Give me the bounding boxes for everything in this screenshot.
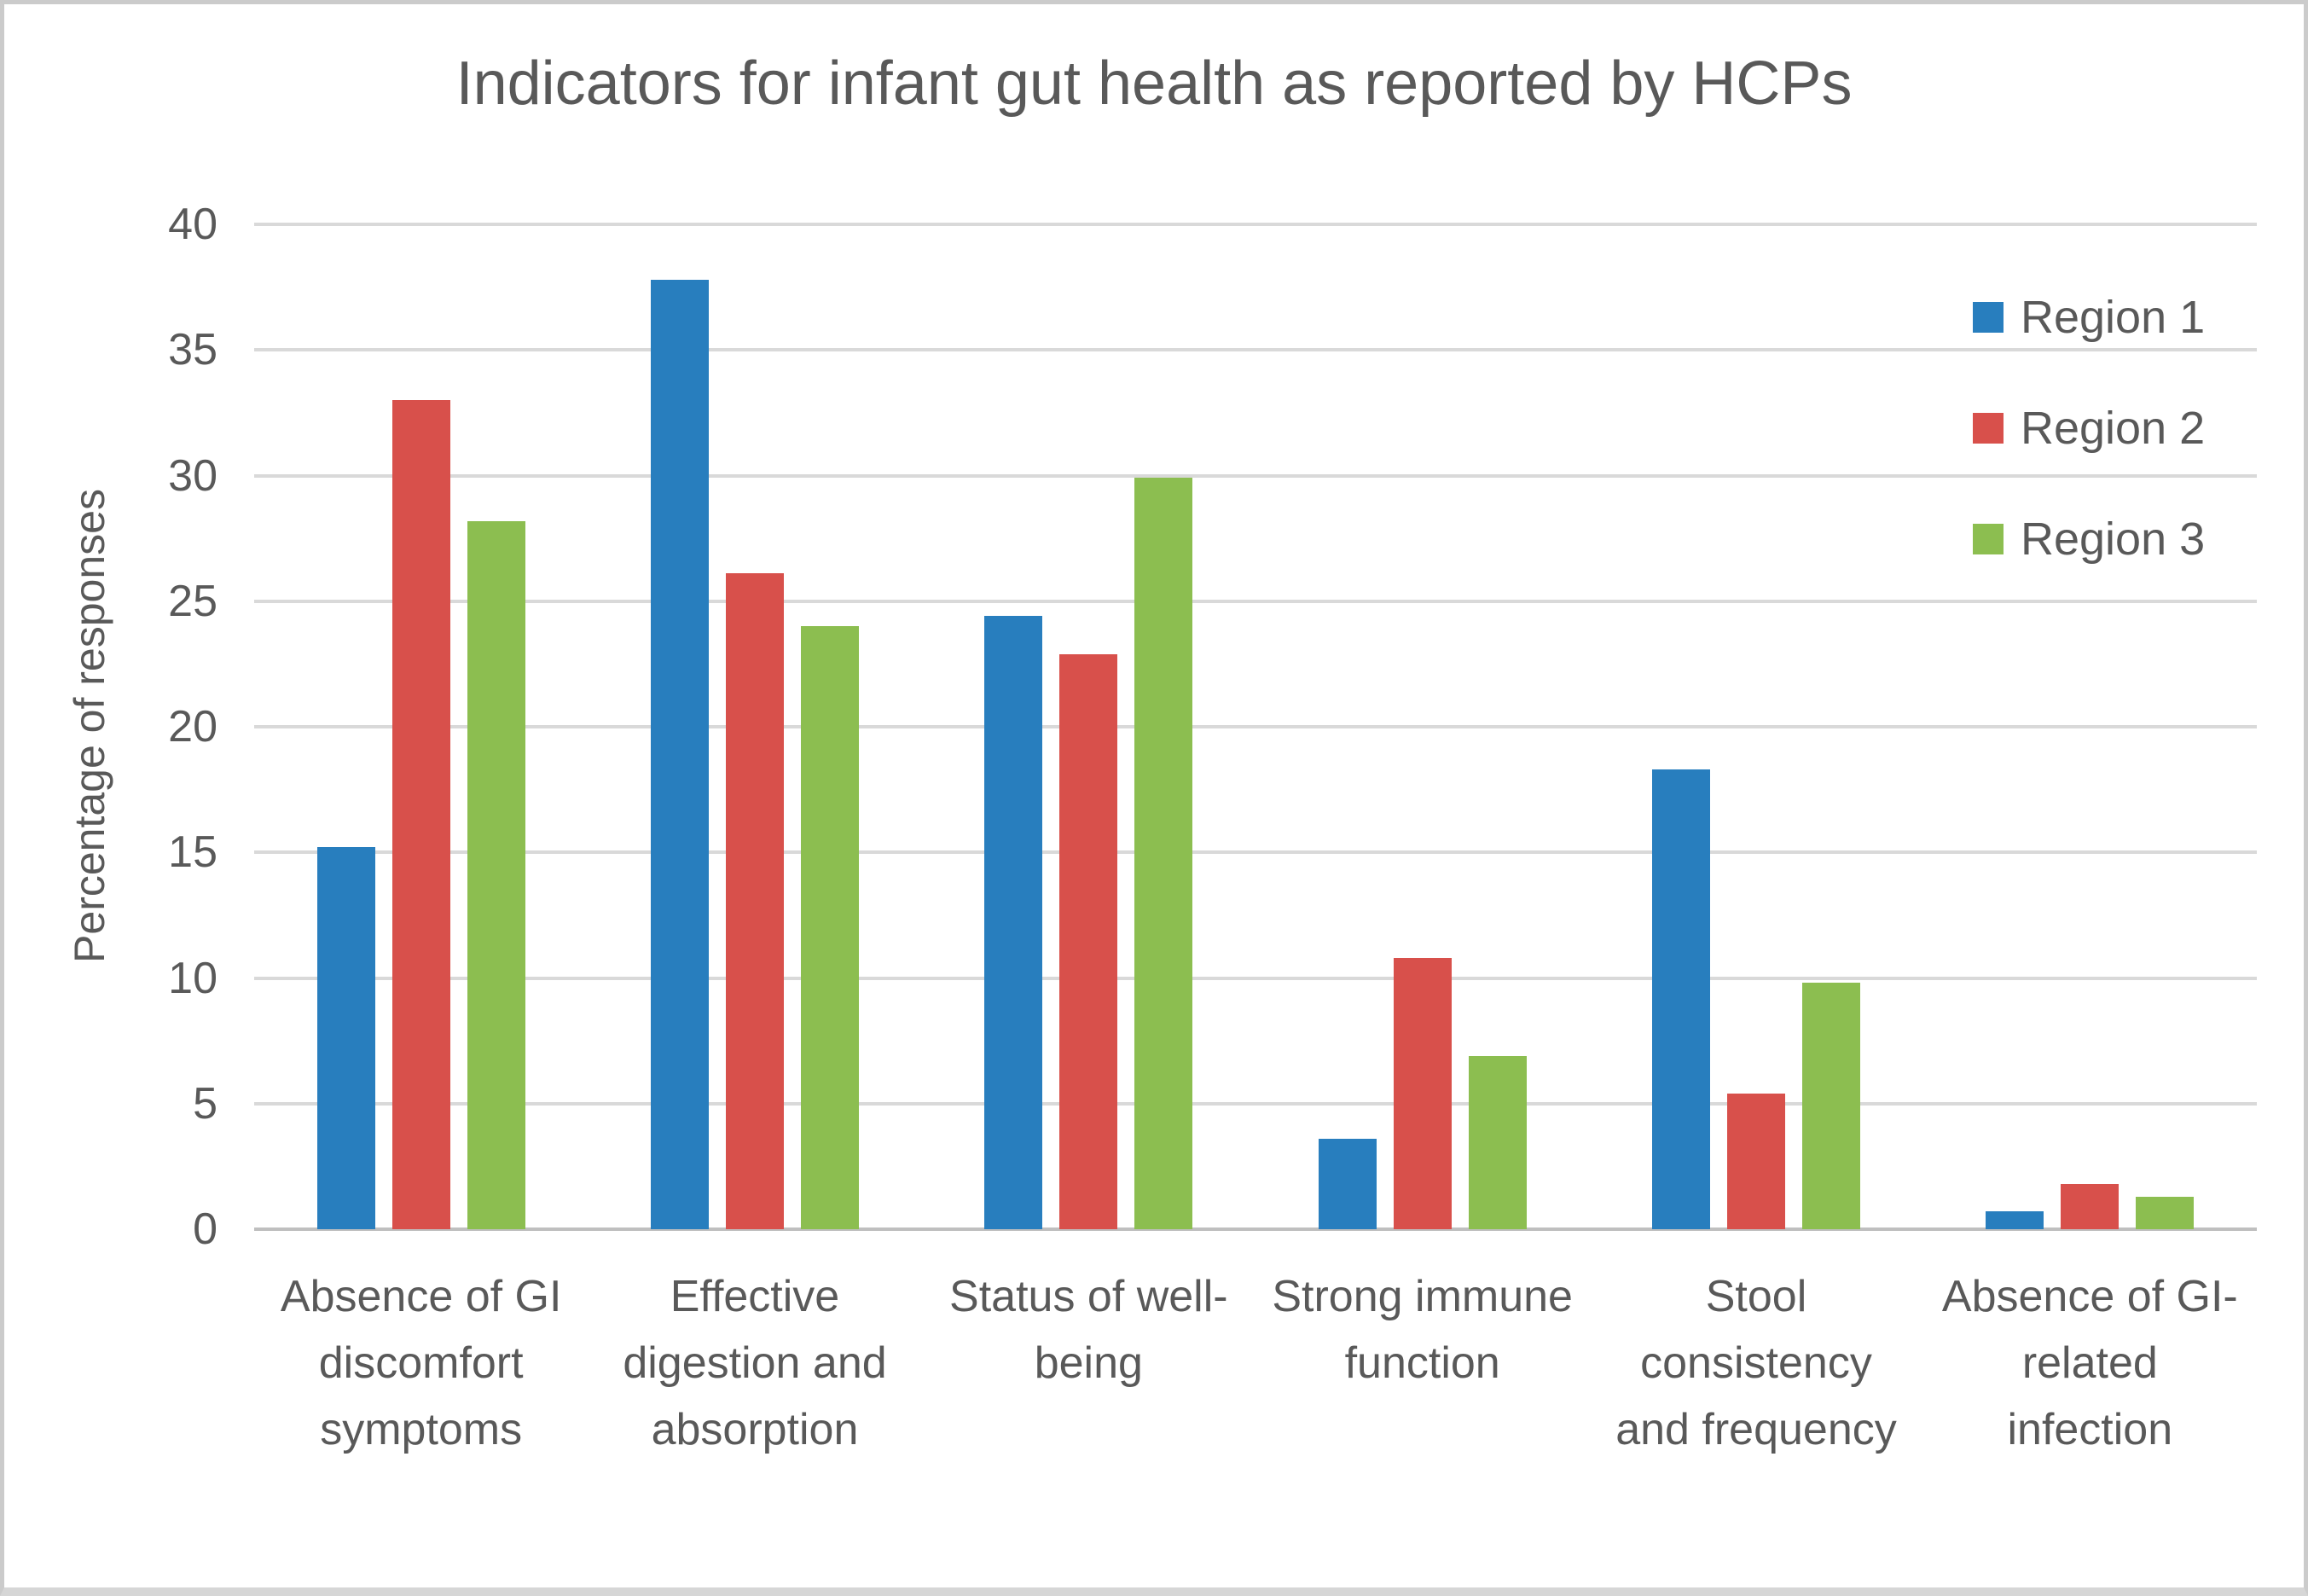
bar-group-absence-of-gi-related-infection — [1923, 1184, 2257, 1229]
bar-region-3-absence-of-gi-related-infection — [2136, 1196, 2195, 1229]
y-tick-label-35: 35 — [168, 325, 217, 375]
bar-region-1-status-of-well-being — [984, 616, 1043, 1229]
y-tick-label-10: 10 — [168, 953, 217, 1003]
bar-group-stool-consistency-and-frequency — [1589, 769, 1922, 1229]
x-label-absence-of-gi-discomfort-symptoms: Absence of GI discomfort symptoms — [280, 1272, 562, 1454]
gridline-y-5 — [254, 1101, 2257, 1106]
legend-item-region-1: Region 1 — [1973, 291, 2205, 344]
y-tick-label-20: 20 — [168, 702, 217, 752]
y-tick-label-15: 15 — [168, 827, 217, 878]
bar-region-1-absence-of-gi-discomfort-symptoms — [316, 847, 375, 1229]
gridline-y-35 — [254, 348, 2257, 352]
legend-swatch-region-1 — [1973, 302, 2004, 333]
legend-label-region-2: Region 2 — [2021, 403, 2206, 454]
y-tick-label-40: 40 — [168, 200, 217, 249]
bar-region-3-status-of-well-being — [1134, 478, 1193, 1229]
x-axis-line — [254, 1227, 2257, 1231]
bar-group-absence-of-gi-discomfort-symptoms — [254, 400, 588, 1229]
gridline-y-15 — [254, 850, 2257, 855]
legend-item-region-2: Region 2 — [1973, 402, 2205, 455]
x-label-absence-of-gi-related-infection: Absence of GI- related infection — [1941, 1272, 2238, 1454]
y-tick-label-0: 0 — [193, 1204, 217, 1254]
x-label-effective-digestion-and-absorption: Effective digestion and absorption — [623, 1272, 887, 1454]
bar-region-3-effective-digestion-and-absorption — [800, 626, 859, 1229]
gridline-y-20 — [254, 725, 2257, 728]
bar-region-1-absence-of-gi-related-infection — [1986, 1211, 2044, 1229]
gridline-y-25 — [254, 599, 2257, 603]
y-tick-label-5: 5 — [193, 1078, 217, 1129]
legend-item-region-3: Region 3 — [1973, 513, 2205, 566]
bar-region-2-strong-immune-function — [1393, 957, 1452, 1229]
bar-region-1-stool-consistency-and-frequency — [1651, 769, 1710, 1229]
gridline-y-40 — [254, 223, 2257, 226]
bar-region-2-status-of-well-being — [1059, 653, 1118, 1229]
bar-region-2-effective-digestion-and-absorption — [725, 573, 784, 1229]
gridline-y-30 — [254, 473, 2257, 478]
y-tick-label-30: 30 — [168, 450, 217, 501]
x-label-stool-consistency-and-frequency: Stool consistency and frequency — [1615, 1272, 1897, 1454]
plot-area — [254, 223, 2257, 1231]
y-tick-label-25: 25 — [168, 576, 217, 626]
bar-region-3-absence-of-gi-discomfort-symptoms — [467, 520, 525, 1229]
bar-region-3-stool-consistency-and-frequency — [1801, 983, 1860, 1229]
chart-title: Indicators for infant gut health as repo… — [455, 49, 1853, 118]
legend-swatch-region-3 — [1973, 524, 2004, 554]
bar-region-2-absence-of-gi-related-infection — [2061, 1184, 2120, 1229]
x-label-strong-immune-function: Strong immune function — [1272, 1272, 1573, 1388]
bar-region-1-effective-digestion-and-absorption — [650, 279, 709, 1229]
bar-group-strong-immune-function — [1255, 957, 1589, 1229]
bar-region-3-strong-immune-function — [1468, 1055, 1527, 1229]
bar-group-status-of-well-being — [922, 478, 1255, 1229]
bar-group-effective-digestion-and-absorption — [588, 279, 921, 1229]
gridline-y-10 — [254, 976, 2257, 980]
legend-label-region-3: Region 3 — [2021, 514, 2206, 565]
bar-region-2-stool-consistency-and-frequency — [1726, 1093, 1785, 1229]
x-label-status-of-well-being: Status of well- being — [949, 1272, 1228, 1388]
bar-region-1-strong-immune-function — [1318, 1138, 1377, 1229]
legend-label-region-1: Region 1 — [2021, 292, 2206, 343]
legend-swatch-region-2 — [1973, 413, 2004, 444]
bar-region-2-absence-of-gi-discomfort-symptoms — [391, 400, 450, 1229]
